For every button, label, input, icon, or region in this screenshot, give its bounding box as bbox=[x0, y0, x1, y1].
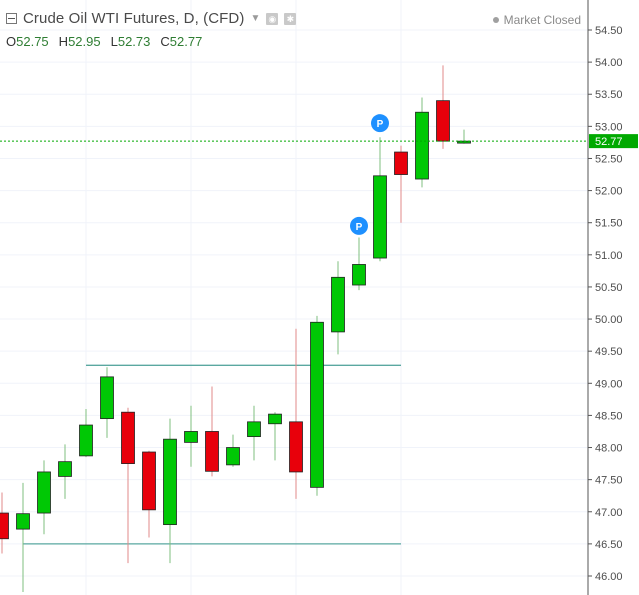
candle-body bbox=[184, 431, 198, 443]
candle bbox=[331, 261, 345, 355]
price-tick-label: 48.50 bbox=[595, 410, 623, 422]
candle bbox=[79, 408, 93, 458]
candle bbox=[352, 237, 366, 291]
candle-body bbox=[100, 376, 114, 420]
candle bbox=[184, 405, 198, 467]
price-tick-label: 47.00 bbox=[595, 507, 623, 519]
candle bbox=[121, 407, 135, 564]
price-tick-label: 48.00 bbox=[595, 443, 623, 455]
ohlc-low-label: L bbox=[110, 34, 118, 49]
chart-header: Crude Oil WTI Futures, D, (CFD) ▼ ◉ ✱ bbox=[6, 10, 297, 27]
p-marker-label: P bbox=[356, 222, 363, 233]
p-marker-label: P bbox=[377, 119, 384, 130]
ohlc-close-label: C bbox=[160, 34, 170, 49]
candle-body bbox=[163, 438, 177, 526]
eye-icon[interactable]: ◉ bbox=[266, 12, 279, 25]
price-tick-label: 54.50 bbox=[595, 25, 623, 37]
candle-body bbox=[289, 421, 303, 473]
status-dot-icon bbox=[492, 17, 499, 23]
candle bbox=[373, 137, 387, 262]
market-status-label: Market Closed bbox=[503, 13, 581, 27]
candle bbox=[394, 145, 408, 223]
ohlc-high: H52.95 bbox=[59, 34, 101, 49]
price-tick-label: 52.50 bbox=[595, 153, 623, 165]
ohlc-low: L52.73 bbox=[111, 34, 151, 49]
candle-body bbox=[226, 447, 240, 466]
p-marker-icon: P bbox=[350, 216, 368, 235]
candle-body bbox=[121, 411, 135, 464]
price-axis-bg bbox=[588, 0, 639, 595]
price-tick-label: 49.00 bbox=[595, 378, 623, 390]
price-tick-label: 51.50 bbox=[595, 218, 623, 230]
candle bbox=[310, 315, 324, 496]
price-tick-label: 50.00 bbox=[595, 314, 623, 326]
p-marker-circle bbox=[371, 114, 389, 133]
ohlc-readout: O52.75 H52.95 L52.73 C52.77 bbox=[6, 34, 202, 49]
candle bbox=[100, 367, 114, 438]
gear-icon[interactable]: ✱ bbox=[284, 12, 297, 25]
p-marker-circle bbox=[350, 216, 368, 235]
last-price-label: 52.77 bbox=[595, 136, 623, 148]
candle-body bbox=[331, 276, 345, 333]
candle-body bbox=[436, 100, 450, 142]
candles bbox=[0, 65, 471, 593]
candle bbox=[289, 328, 303, 499]
candle-body bbox=[352, 264, 366, 286]
ohlc-high-label: H bbox=[58, 34, 69, 49]
candle-body bbox=[142, 451, 156, 511]
price-tick-label: 46.50 bbox=[595, 539, 623, 551]
candle-body bbox=[37, 471, 51, 514]
candle bbox=[415, 97, 429, 188]
chart-title[interactable]: Crude Oil WTI Futures, D, (CFD) bbox=[23, 10, 245, 27]
candle bbox=[268, 412, 282, 461]
candle bbox=[0, 492, 9, 554]
candle bbox=[247, 405, 261, 461]
horizontal-levels bbox=[23, 364, 401, 545]
candle bbox=[436, 65, 450, 149]
price-tick-label: 52.00 bbox=[595, 186, 623, 198]
candle-body bbox=[0, 512, 9, 540]
candle bbox=[58, 444, 72, 499]
candle bbox=[205, 386, 219, 477]
ohlc-open-label: O bbox=[6, 34, 17, 49]
chart-markers: PP bbox=[350, 114, 389, 235]
candle bbox=[16, 482, 30, 593]
price-tick-label: 46.00 bbox=[595, 571, 623, 583]
price-axis[interactable]: 54.50 54.00 53.50 53.00 52.50 52.00 51.50 51.00… bbox=[587, 0, 639, 595]
chevron-down-icon[interactable]: ▼ bbox=[250, 13, 261, 24]
last-price-badge bbox=[589, 134, 638, 149]
candle-body bbox=[58, 461, 72, 477]
candle-body bbox=[415, 111, 429, 180]
candle bbox=[142, 450, 156, 538]
candle-body bbox=[205, 431, 219, 472]
candle bbox=[163, 418, 177, 564]
market-status: Market Closed bbox=[492, 13, 581, 27]
candle-body bbox=[310, 321, 324, 488]
ohlc-open: O52.75 bbox=[6, 34, 49, 49]
candle-body bbox=[79, 424, 93, 457]
price-tick-label: 54.00 bbox=[595, 57, 623, 69]
ohlc-high-value: 52.95 bbox=[68, 34, 101, 49]
candle bbox=[37, 460, 51, 535]
candle-body bbox=[373, 175, 387, 259]
candle-body bbox=[247, 421, 261, 438]
p-marker-icon: P bbox=[371, 114, 389, 133]
price-tick-label: 53.50 bbox=[595, 89, 623, 101]
price-tick-label: 50.50 bbox=[595, 282, 623, 294]
ohlc-close: C52.77 bbox=[160, 34, 202, 49]
candle bbox=[226, 434, 240, 467]
chart-grid bbox=[0, 0, 588, 595]
candle-body bbox=[394, 151, 408, 175]
price-tick-label: 53.00 bbox=[595, 121, 623, 133]
price-tick-label: 47.50 bbox=[595, 475, 623, 487]
candle-body bbox=[16, 513, 30, 530]
ohlc-close-value: 52.77 bbox=[169, 34, 203, 49]
price-tick-label: 51.00 bbox=[595, 250, 623, 262]
candle-body bbox=[268, 413, 282, 425]
collapse-icon[interactable] bbox=[6, 13, 17, 24]
ohlc-low-value: 52.73 bbox=[117, 34, 151, 49]
ohlc-open-value: 52.75 bbox=[16, 34, 49, 49]
price-tick-label: 49.50 bbox=[595, 346, 623, 358]
